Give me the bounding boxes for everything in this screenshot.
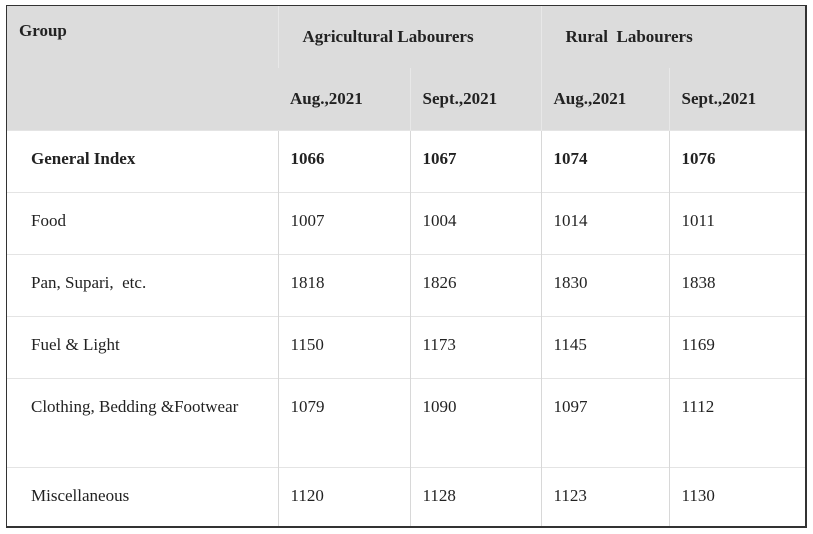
- cell-value: 1067: [409, 130, 542, 193]
- month-header: Sept.,2021: [409, 68, 542, 131]
- table-frame: Group Agricultural Labourers Rural Labou…: [6, 5, 807, 528]
- row-label: Food: [7, 192, 278, 255]
- cell-value: 1007: [277, 192, 410, 255]
- header-row: Group Agricultural Labourers Rural Labou…: [7, 6, 805, 131]
- cell-value: 1145: [540, 316, 670, 379]
- cell-value: 1838: [668, 254, 805, 317]
- cell-value: 1079: [277, 378, 410, 468]
- row-label: Fuel & Light: [7, 316, 278, 379]
- table-row: Fuel & Light 1150 1173 1145 1169: [7, 316, 805, 379]
- table-row: Food 1007 1004 1014 1011: [7, 192, 805, 255]
- table-row: Miscellaneous 1120 1128 1123 1130: [7, 467, 805, 526]
- cell-value: 1150: [277, 316, 410, 379]
- month-header: Sept.,2021: [668, 68, 805, 131]
- cell-value: 1066: [277, 130, 410, 193]
- cell-value: 1112: [668, 378, 805, 468]
- cell-value: 1120: [277, 467, 410, 526]
- index-table: Group Agricultural Labourers Rural Labou…: [7, 6, 805, 526]
- cell-value: 1076: [668, 130, 805, 193]
- row-label: Clothing, Bedding &Footwear: [7, 378, 278, 468]
- cell-value: 1090: [409, 378, 542, 468]
- cell-value: 1830: [540, 254, 670, 317]
- month-header: Aug.,2021: [278, 68, 410, 131]
- cell-value: 1014: [540, 192, 670, 255]
- cell-value: 1097: [540, 378, 670, 468]
- cell-value: 1130: [668, 467, 805, 526]
- cell-value: 1169: [668, 316, 805, 379]
- table-body: General Index 1066 1067 1074 1076 Food 1007 100…: [7, 130, 805, 526]
- cell-value: 1004: [409, 192, 542, 255]
- row-label: Miscellaneous: [7, 467, 278, 526]
- cell-value: 1173: [409, 316, 542, 379]
- row-label: Pan, Supari, etc.: [7, 254, 278, 317]
- cell-value: 1074: [540, 130, 670, 193]
- table-header: Group Agricultural Labourers Rural Labou…: [7, 6, 805, 131]
- cell-value: 1011: [668, 192, 805, 255]
- cell-value: 1128: [409, 467, 542, 526]
- group-title: Rural Labourers: [540, 6, 805, 68]
- group-header: Group: [7, 6, 278, 131]
- table-row: Pan, Supari, etc. 1818 1826 1830 1838: [7, 254, 805, 317]
- table-row: General Index 1066 1067 1074 1076: [7, 130, 805, 193]
- cell-value: 1123: [540, 467, 670, 526]
- cell-value: 1826: [409, 254, 542, 317]
- cell-value: 1818: [277, 254, 410, 317]
- header-row: Aug.,2021 Sept.,2021 Aug.,2021 Sept.,2021: [7, 68, 805, 131]
- table-row: Clothing, Bedding &Footwear 1079 1090 1097 1…: [7, 378, 805, 468]
- row-label: General Index: [7, 130, 278, 193]
- group-title: Agricultural Labourers: [277, 6, 542, 68]
- month-header: Aug.,2021: [540, 68, 670, 131]
